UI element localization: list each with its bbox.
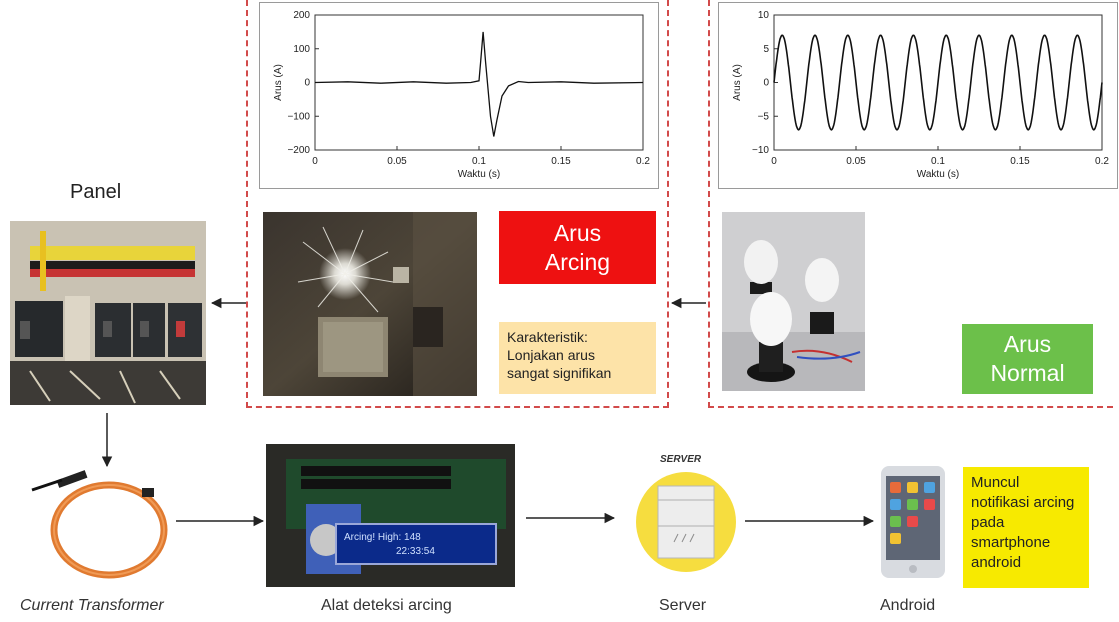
x-tick-label: 0.15 — [1010, 156, 1030, 167]
caption-current-transformer: Current Transformer — [20, 597, 164, 614]
y-axis-label: Arus (A) — [273, 64, 284, 101]
normal-current-chart-svg: 0 0.05 0.1 0.15 0.2 10 5 0 −5 −10 Waktu (s) Arus (A… — [732, 10, 1109, 180]
x-tick-label: 0.2 — [636, 156, 650, 167]
app-grid — [890, 482, 935, 544]
lcd-line2: 22:33:54 — [396, 546, 435, 557]
y-tick-label: 10 — [758, 10, 770, 21]
x-axis-label: Waktu (s) — [917, 169, 959, 180]
y-tick-label: 0 — [763, 78, 769, 89]
caption-android: Android — [880, 597, 936, 614]
y-axis-label: Arus (A) — [732, 64, 743, 101]
arcing-current-label: Arus Arcing — [499, 211, 656, 284]
server-tag: SERVER — [660, 454, 702, 465]
arcing-current-chart: 0 0.05 0.1 0.15 0.2 200 100 0 −100 −200 Waktu (s) A… — [259, 2, 659, 189]
arcing-characteristic-note: Karakteristik: Lonjakan arus sangat sign… — [499, 322, 656, 394]
y-tick-label: 200 — [293, 10, 310, 21]
x-axis-label: Waktu (s) — [458, 169, 500, 180]
x-tick-label: 0 — [771, 156, 777, 167]
panel-title: Panel — [70, 181, 122, 203]
y-tick-label: −10 — [752, 145, 769, 156]
arcing-detector-photo: Arcing! High: 148 22:33:54 — [266, 444, 515, 587]
breaker-row — [15, 301, 202, 357]
caption-server: Server — [659, 597, 707, 614]
lcd-line1: Arcing! High: 148 — [344, 532, 421, 543]
x-tick-label: 0.15 — [551, 156, 571, 167]
normal-group-frame — [708, 0, 1113, 408]
y-tick-label: 0 — [304, 78, 310, 89]
android-notification-note: Muncul notifikasi arcing pada smartphone… — [963, 467, 1089, 588]
x-tick-label: 0.2 — [1095, 156, 1109, 167]
series-line — [773, 34, 1103, 131]
normal-load-photo — [722, 212, 865, 391]
y-tick-label: 100 — [293, 44, 310, 55]
arcing-photo — [263, 212, 477, 396]
arcing-current-chart-svg: 0 0.05 0.1 0.15 0.2 200 100 0 −100 −200 Waktu (s) A… — [273, 10, 650, 180]
lamp-3 — [747, 292, 795, 382]
normal-current-chart: 0 0.05 0.1 0.15 0.2 10 5 0 −5 −10 Waktu (s) Arus (A… — [718, 2, 1118, 189]
x-tick-label: 0.05 — [387, 156, 407, 167]
y-tick-label: 5 — [763, 44, 769, 55]
arcing-group-frame — [246, 0, 669, 408]
x-tick-label: 0.05 — [846, 156, 866, 167]
x-tick-label: 0.1 — [931, 156, 945, 167]
y-tick-label: −200 — [287, 145, 310, 156]
panel-photo — [10, 221, 206, 405]
series-line — [314, 31, 644, 137]
x-tick-label: 0.1 — [472, 156, 486, 167]
server-icon — [634, 470, 738, 574]
normal-current-label: Arus Normal — [962, 324, 1093, 394]
current-transformer-photo — [22, 460, 184, 580]
android-phone-icon — [881, 466, 945, 578]
y-tick-label: −5 — [758, 111, 770, 122]
lamp-1 — [744, 240, 778, 294]
lamp-2 — [805, 258, 839, 334]
x-tick-label: 0 — [312, 156, 318, 167]
caption-detector: Alat deteksi arcing — [321, 597, 452, 614]
y-tick-label: −100 — [287, 111, 310, 122]
